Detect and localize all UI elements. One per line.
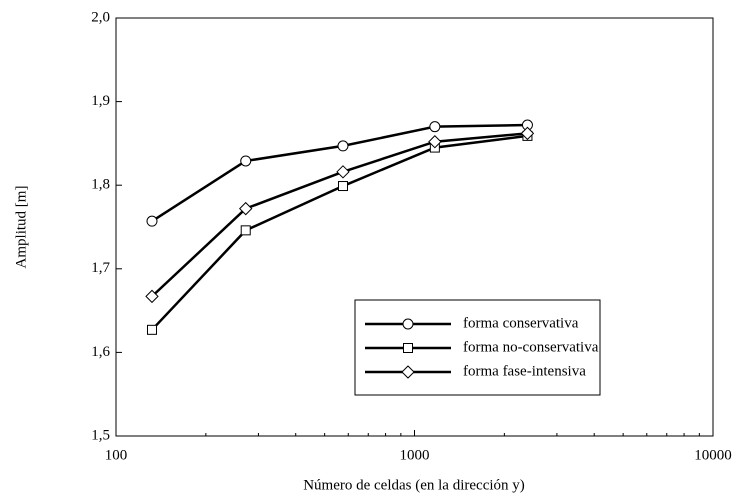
legend-label: forma conservativa <box>463 315 579 331</box>
legend-label: forma fase-intensiva <box>463 363 586 379</box>
marker <box>401 365 415 379</box>
legend-label: forma no-conservativa <box>463 339 599 355</box>
y-tick-label: 2,0 <box>91 9 110 25</box>
marker <box>240 155 252 167</box>
marker <box>146 324 157 335</box>
y-tick-label: 1,5 <box>91 427 110 443</box>
marker <box>337 140 349 152</box>
marker <box>146 215 158 227</box>
y-tick-label: 1,7 <box>91 260 110 276</box>
y-axis-label: Amplitud [m] <box>13 186 29 269</box>
marker <box>520 126 535 141</box>
x-tick-label: 1000 <box>400 447 430 463</box>
marker <box>403 343 413 353</box>
x-axis-label: Número de celdas (en la dirección y) <box>303 477 525 493</box>
x-tick-label: 10000 <box>694 447 732 463</box>
series-line <box>151 132 528 298</box>
y-tick-label: 1,9 <box>91 93 110 109</box>
marker <box>337 181 348 192</box>
x-tick-label: 100 <box>105 447 128 463</box>
marker <box>240 225 251 236</box>
marker <box>402 318 414 330</box>
y-tick-label: 1,8 <box>91 177 110 193</box>
marker <box>428 135 442 149</box>
marker <box>239 201 253 216</box>
marker <box>145 289 159 304</box>
marker <box>336 165 350 179</box>
marker <box>429 121 441 133</box>
y-tick-label: 1,6 <box>91 344 110 360</box>
